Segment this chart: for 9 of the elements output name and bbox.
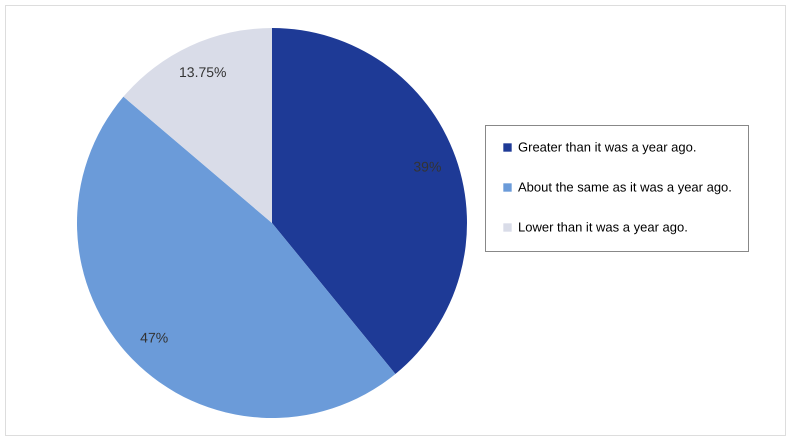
pie-slice [123, 28, 272, 223]
legend-label: About the same as it was a year ago. [518, 180, 732, 194]
pie-slice [272, 28, 467, 374]
data-label: 39% [413, 158, 442, 175]
legend-label: Greater than it was a year ago. [518, 140, 696, 154]
pie-slice [77, 96, 396, 418]
data-label: 13.75% [179, 64, 226, 80]
data-label: 47% [140, 330, 168, 346]
legend-label: Lower than it was a year ago. [518, 220, 688, 234]
